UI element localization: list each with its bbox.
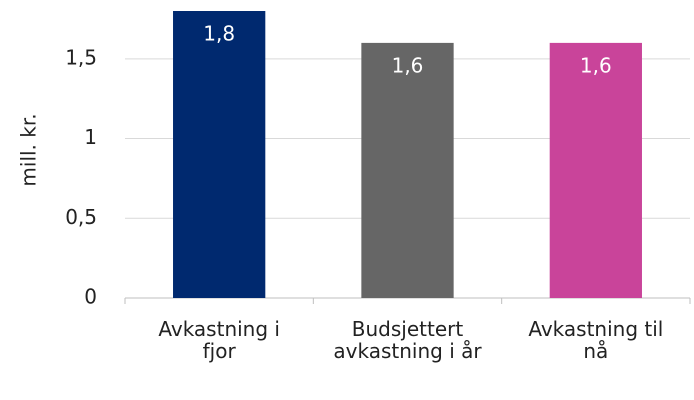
bar — [173, 11, 266, 298]
x-tick-label: Budsjettert avkastning i år — [333, 317, 482, 363]
data-label: 1,6 — [580, 53, 612, 77]
y-tick-label: 1 — [84, 125, 97, 149]
y-axis-label: mill. kr. — [17, 113, 41, 186]
data-label: 1,8 — [203, 22, 235, 46]
x-tick-label: Avkastning i fjor — [158, 317, 280, 363]
bar — [549, 42, 642, 299]
y-tick-label: 1,5 — [65, 45, 97, 69]
x-tick-label: Avkastning til nå — [528, 317, 664, 363]
data-label: 1,6 — [392, 53, 424, 77]
bar — [361, 42, 454, 299]
y-tick-label: 0,5 — [65, 205, 97, 229]
y-tick-label: 0 — [84, 285, 97, 309]
